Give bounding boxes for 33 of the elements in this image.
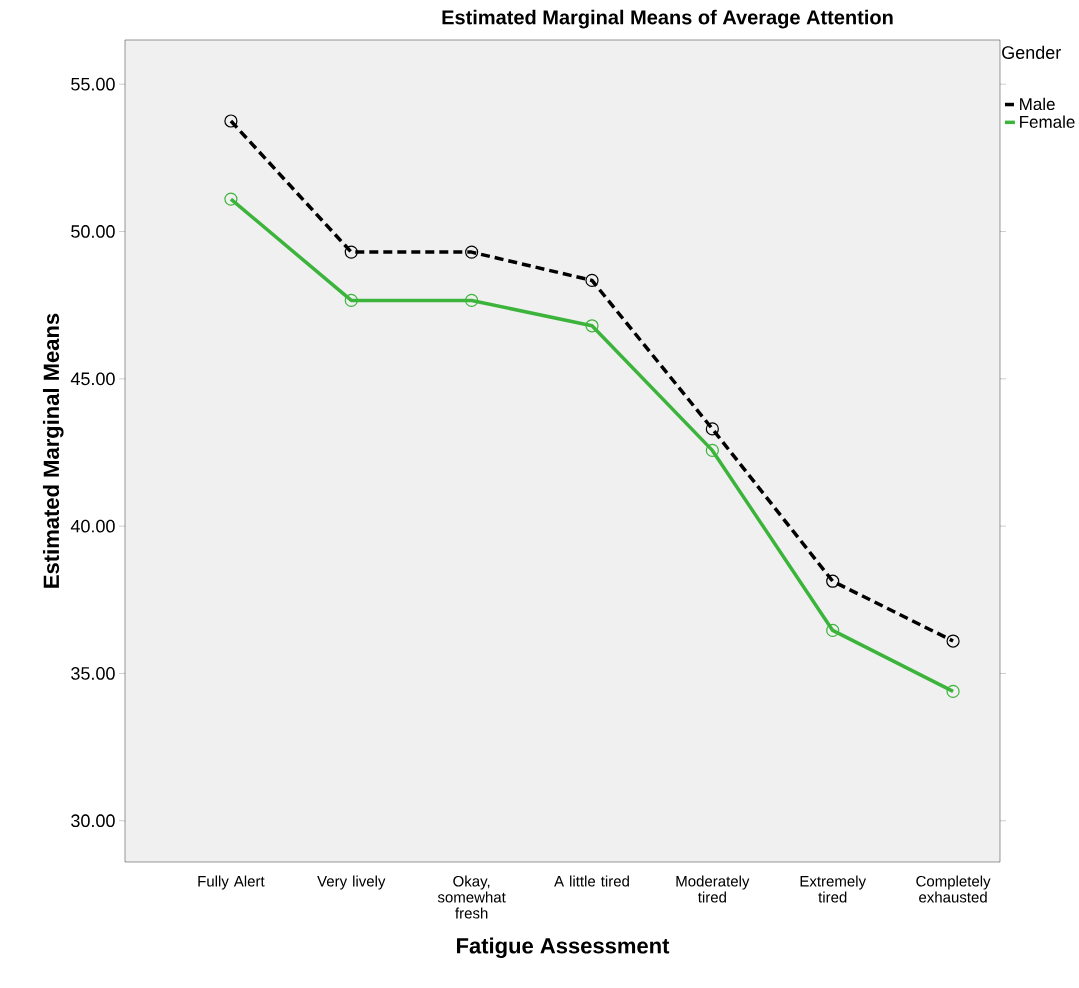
point	[585, 273, 599, 288]
chart-title: Estimated Marginal Means of Average Attention	[442, 9, 893, 29]
x-tick-label: Fully Alert	[198, 875, 265, 890]
point	[465, 293, 479, 308]
point	[826, 623, 840, 638]
x-tick-label: A little tired	[554, 875, 629, 887]
x-tick-label: Extremely tired	[800, 875, 867, 903]
point	[344, 245, 358, 259]
y-tick-label: 45.00	[70, 372, 115, 386]
y-tick-label: 35.00	[71, 667, 115, 680]
legend-title: Gender	[1002, 45, 1061, 59]
point	[224, 192, 238, 206]
point	[224, 114, 238, 128]
x-tick-label: Very lively	[317, 875, 386, 890]
point	[705, 422, 719, 436]
y-tick-label: 40.00	[70, 519, 115, 533]
legend-label: Female	[1020, 115, 1075, 128]
y-tick-label: 30.00	[71, 814, 115, 828]
y-tick-label: 50.00	[71, 225, 115, 238]
x-tick-label: Okay, somewhat fresh	[437, 875, 506, 919]
x-tick-label: Moderately tired	[676, 875, 750, 903]
x-tick-label: Completely exhausted	[916, 875, 991, 903]
point	[344, 293, 358, 308]
point	[465, 245, 479, 259]
legend-label: Male	[1020, 97, 1055, 111]
point	[946, 684, 960, 699]
point	[705, 443, 719, 458]
point	[946, 634, 960, 648]
y-tick-label: 55.00	[71, 77, 115, 91]
y-axis-title: Estimated Marginal Means	[42, 313, 64, 588]
x-axis-title: Fatigue Assessment	[457, 937, 670, 959]
point	[585, 319, 599, 333]
point	[826, 574, 840, 588]
